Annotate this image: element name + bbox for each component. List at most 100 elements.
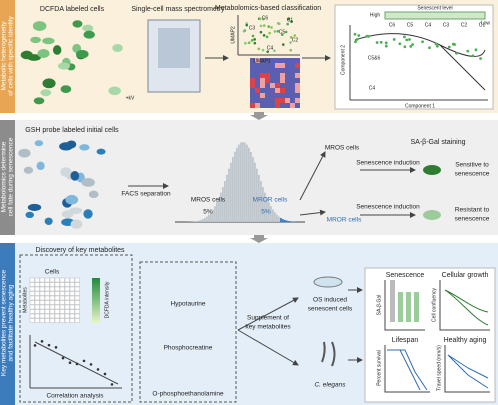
label: Healthy aging (444, 337, 487, 344)
heatmap-cell (295, 73, 300, 78)
matrix-cell (74, 282, 80, 287)
label: High (370, 12, 381, 18)
matrix-cell (64, 304, 70, 310)
label: MROR cells (253, 197, 288, 204)
cell (34, 140, 44, 147)
matrix-cell (44, 286, 50, 292)
trajectory-dot (353, 32, 357, 36)
trajectory-dot (411, 43, 415, 46)
mini-bar (390, 280, 395, 322)
hist-bar (220, 192, 222, 222)
mini-bar (406, 292, 411, 322)
down-arrow (250, 112, 268, 120)
cell (36, 161, 45, 171)
hist-bar (206, 216, 208, 222)
cluster-label: C6 (262, 15, 269, 21)
hist-bar (262, 186, 264, 222)
cell (112, 44, 123, 52)
cluster-label: C6 (389, 22, 396, 28)
umap-dot (266, 50, 269, 53)
label: Cells (45, 269, 60, 276)
label: Resistant to (455, 207, 490, 214)
matrix-cell (44, 291, 50, 296)
umap-dot (259, 30, 263, 34)
umap-dot (242, 29, 246, 33)
trajectory-dot (428, 46, 431, 50)
cell (59, 142, 73, 151)
cell (20, 50, 33, 60)
matrix-cell (39, 309, 45, 314)
cell (70, 219, 83, 229)
heading: GSH probe labeled initial cells (25, 127, 119, 134)
hist-bar (256, 168, 258, 222)
label: MROS cells (191, 197, 226, 204)
label: DCFDA intensity (104, 281, 110, 318)
cell (25, 211, 34, 219)
umap-dot (248, 41, 251, 44)
matrix-cell (34, 291, 40, 296)
cell (40, 89, 52, 97)
matrix-cell (29, 291, 35, 296)
trajectory-dot (365, 34, 369, 38)
trajectory-dot (435, 44, 439, 48)
heatmap-cell (265, 78, 270, 83)
matrix-cell (74, 304, 80, 310)
matrix-cell (34, 295, 40, 301)
matrix-cell (54, 300, 60, 305)
hist-bar (260, 181, 262, 222)
hist-bar (228, 168, 230, 222)
trajectory-dot (409, 44, 413, 48)
cluster-label: C1 (287, 17, 294, 23)
matrix-cell (74, 300, 80, 305)
matrix-cell (44, 309, 50, 314)
hist-bar (244, 142, 246, 222)
down-arrow (250, 235, 268, 243)
hist-bar (288, 220, 290, 222)
matrix-cell (74, 295, 80, 301)
heatmap-cell (260, 83, 265, 88)
heatmap-cell (275, 63, 280, 68)
trajectory-dot (403, 45, 407, 49)
trajectory-box (334, 4, 494, 110)
hist-bar (268, 202, 270, 222)
trajectory-dot (379, 40, 383, 44)
hist-bar (290, 221, 292, 222)
scatter-dot (103, 372, 107, 376)
umap-dot (281, 43, 285, 46)
label: Hypotaurine (170, 301, 205, 308)
matrix-cell (39, 277, 45, 283)
matrix-cell (29, 277, 35, 283)
matrix-cell (59, 295, 65, 301)
scatter-dot (47, 343, 51, 347)
axis-label: Component 2 (340, 45, 346, 75)
cluster-label: C3 (249, 25, 256, 31)
label: Senescent level (417, 5, 452, 11)
heatmap-cell (260, 78, 265, 83)
matrix-cell (34, 304, 40, 310)
trajectory-dot (434, 42, 438, 46)
heatmap-cell (280, 78, 285, 83)
label: key metabolites (245, 324, 291, 331)
hist-bar (224, 181, 226, 222)
label: Cellular growth (442, 272, 489, 279)
matrix-cell (44, 304, 50, 310)
hist-bar (202, 219, 204, 222)
matrix-cell (69, 295, 75, 301)
cluster-label: C2 (292, 37, 299, 43)
hist-bar (246, 144, 248, 222)
hist-bar (270, 206, 272, 222)
cell (96, 148, 106, 155)
hist-bar (272, 209, 274, 222)
scatter-dot (82, 359, 86, 363)
umap-dot (280, 33, 284, 37)
matrix-cell (64, 295, 70, 301)
hist-bar (286, 220, 288, 222)
label: 5% (261, 209, 271, 216)
matrix-cell (69, 300, 75, 305)
matrix-cell (49, 277, 55, 283)
side-label: Metabolic heterogeneity (1, 21, 8, 91)
heading: SA-β-Gal staining (411, 139, 466, 146)
matrix-cell (69, 282, 75, 287)
trajectory-dot (398, 42, 402, 46)
matrix-cell (59, 313, 65, 319)
